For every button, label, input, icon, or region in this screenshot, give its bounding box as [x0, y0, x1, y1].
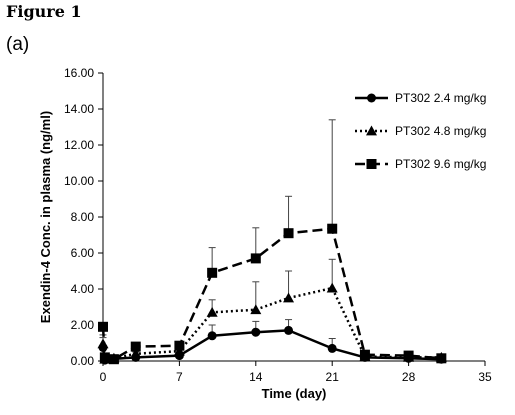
data-point — [97, 338, 109, 349]
series-line — [101, 286, 442, 361]
data-point — [174, 340, 185, 351]
data-point — [367, 93, 376, 103]
data-point — [250, 253, 261, 264]
y-tick-label: 16.00 — [64, 66, 94, 80]
data-point — [98, 321, 108, 332]
data-point — [283, 228, 294, 239]
y-tick-label: 0.00 — [71, 354, 95, 368]
data-point — [99, 352, 110, 363]
data-point — [207, 267, 218, 278]
data-point — [436, 353, 447, 364]
data-point — [284, 325, 294, 335]
x-tick-label: 7 — [176, 370, 183, 384]
legend-label: PT302 9.6 mg/kg — [395, 157, 486, 171]
y-tick-label: 14.00 — [64, 102, 94, 116]
data-point — [327, 343, 337, 353]
y-tick-label: 12.00 — [64, 138, 94, 152]
data-point — [250, 304, 262, 315]
x-axis-title: Time (day) — [262, 386, 327, 401]
error-bars — [99, 119, 445, 360]
data-point — [108, 354, 119, 365]
y-tick-label: 8.00 — [71, 210, 95, 224]
data-point — [366, 159, 377, 169]
data-point — [130, 341, 141, 352]
x-tick-label: 14 — [249, 370, 263, 384]
x-tick-label: 0 — [100, 370, 107, 384]
data-point — [130, 348, 142, 359]
y-tick-label: 6.00 — [71, 246, 95, 260]
legend: PT302 2.4 mg/kg PT302 4.8 mg/kg PT302 9.6 … — [355, 91, 486, 171]
series-line — [101, 227, 442, 361]
x-tick-label: 21 — [326, 370, 340, 384]
data-point — [366, 125, 377, 136]
data-point — [207, 331, 217, 341]
y-axis-title: Exendin-4 Conc. in plasma (ng/ml) — [38, 111, 53, 323]
data-point — [251, 327, 261, 337]
data-point — [206, 306, 218, 317]
chart-axes: 0.00 2.00 4.00 6.00 8.00 10.00 12.00 14.00 16.00… — [64, 66, 492, 384]
series-lines — [101, 227, 442, 362]
figure-title: Figure 1 — [6, 2, 82, 21]
x-tick-label: 28 — [402, 370, 416, 384]
data-point — [283, 292, 295, 303]
y-tick-label: 4.00 — [71, 282, 95, 296]
data-point — [326, 282, 338, 293]
y-tick-label: 2.00 — [71, 318, 95, 332]
panel-label: (a) — [6, 34, 30, 55]
legend-label: PT302 4.8 mg/kg — [395, 124, 486, 138]
series-markers — [97, 223, 447, 365]
data-point — [359, 349, 370, 360]
y-tick-label: 10.00 — [64, 174, 94, 188]
data-point — [403, 350, 414, 361]
data-point — [327, 223, 338, 234]
x-tick-label: 35 — [478, 370, 492, 384]
legend-label: PT302 2.4 mg/kg — [395, 91, 486, 105]
